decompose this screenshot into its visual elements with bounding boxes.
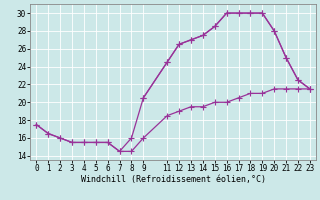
X-axis label: Windchill (Refroidissement éolien,°C): Windchill (Refroidissement éolien,°C) [81,175,266,184]
